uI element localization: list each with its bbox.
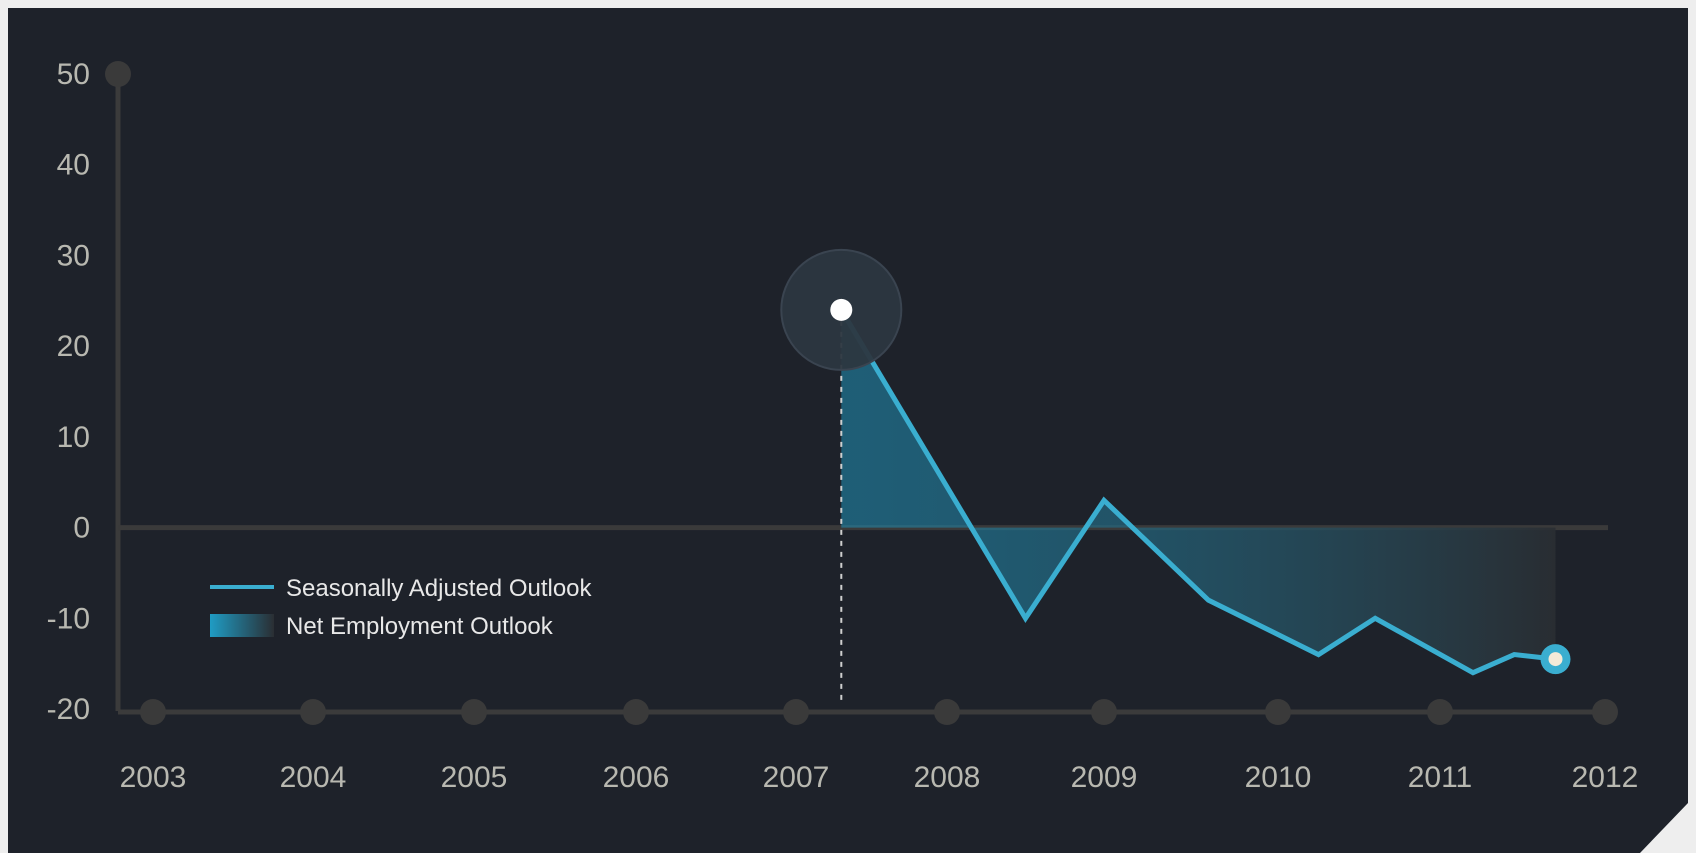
x-tick-dot (934, 699, 960, 725)
x-tick-label: 2012 (1572, 761, 1639, 794)
x-tick-label: 2008 (914, 761, 981, 794)
x-tick-label: 2005 (441, 761, 508, 794)
y-tick-label: 20 (57, 330, 90, 363)
end-point (1548, 652, 1563, 667)
y-axis-top-dot (105, 61, 131, 87)
x-tick-dot (461, 699, 487, 725)
x-tick-dot (300, 699, 326, 725)
x-tick-label: 2006 (603, 761, 670, 794)
x-tick-dot (1592, 699, 1618, 725)
x-tick-label: 2007 (763, 761, 830, 794)
y-tick-label: 30 (57, 239, 90, 272)
x-tick-label: 2011 (1408, 761, 1473, 794)
y-tick-label: -10 (47, 602, 90, 635)
x-tick-dot (783, 699, 809, 725)
y-tick-label: 40 (57, 149, 90, 182)
highlight-point (830, 298, 853, 321)
x-tick-dot (1091, 699, 1117, 725)
y-tick-label: 0 (73, 512, 90, 545)
x-tick-dot (623, 699, 649, 725)
x-tick-label: 2004 (280, 761, 347, 794)
x-tick-dot (140, 699, 166, 725)
y-tick-label: 10 (57, 421, 90, 454)
legend: Seasonally Adjusted Outlook Net Employme… (210, 575, 593, 640)
y-tick-label: 50 (57, 58, 90, 91)
x-tick-label: 2010 (1245, 761, 1312, 794)
legend-area-swatch (210, 614, 274, 637)
x-tick-dot (1427, 699, 1453, 725)
markers (780, 248, 1571, 675)
y-tick-label: -20 (47, 693, 90, 726)
net-employment-area (841, 309, 1556, 673)
legend-label-net-employment: Net Employment Outlook (286, 613, 554, 640)
area-series (840, 309, 1556, 703)
x-tick-label: 2009 (1071, 761, 1138, 794)
legend-label-seasonally-adjusted: Seasonally Adjusted Outlook (286, 575, 593, 602)
x-tick-label: 2003 (120, 761, 187, 794)
x-tick-dot (1265, 699, 1291, 725)
